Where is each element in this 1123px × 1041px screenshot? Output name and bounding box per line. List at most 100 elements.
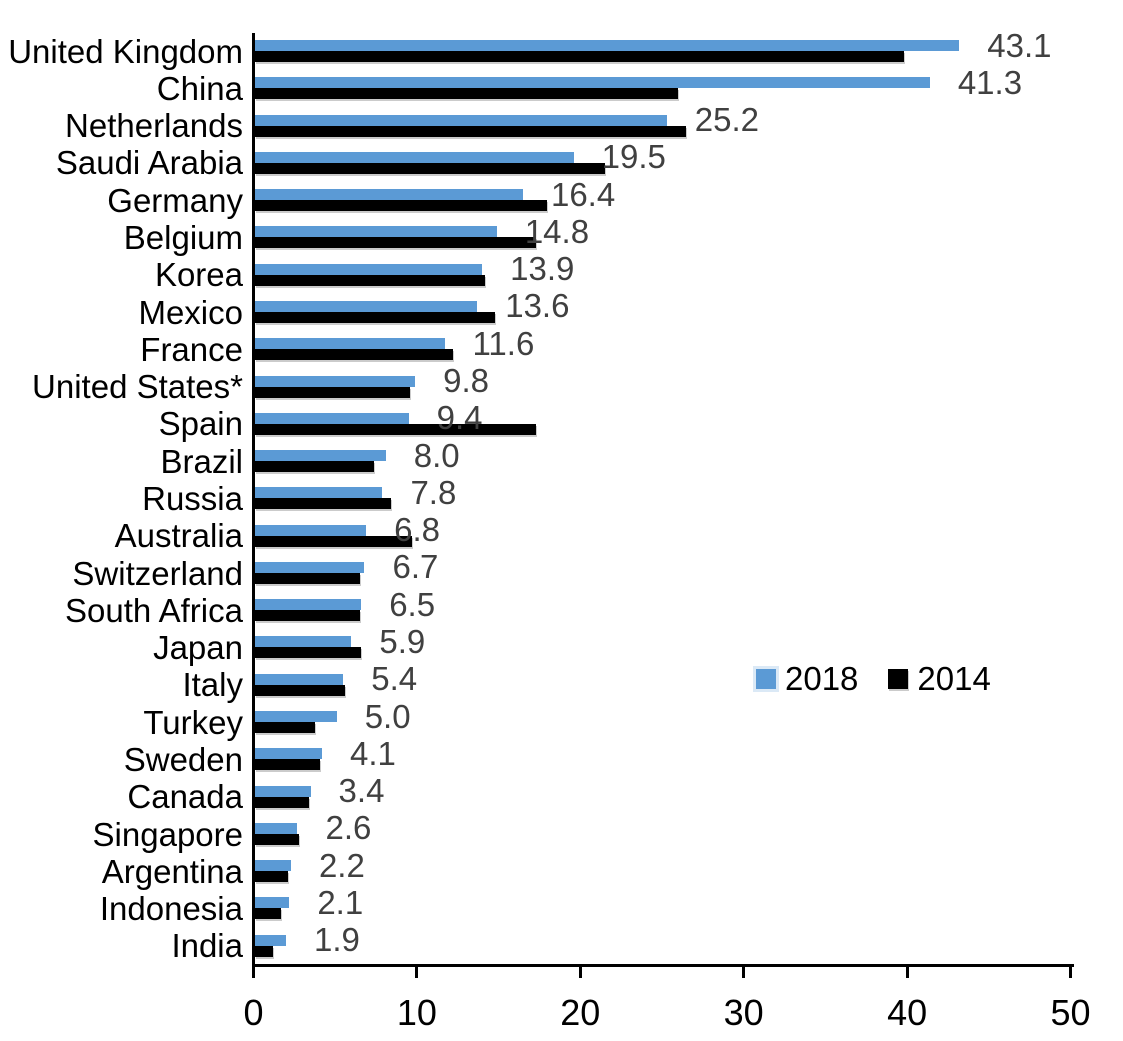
bar-2018-canada: [255, 785, 311, 797]
bar-2014-india: [255, 945, 273, 957]
x-axis-line: [252, 964, 1074, 967]
category-label-china: China: [156, 69, 243, 107]
bar-2014-sweden: [255, 759, 321, 771]
bar-2018-japan: [255, 636, 352, 648]
bar-2018-united-kingdom: [255, 40, 960, 51]
legend-label-2018: 2018: [785, 660, 859, 697]
bar-2014-china: [255, 88, 679, 100]
x-tick-label-30: 30: [723, 992, 764, 1033]
x-tick-label-20: 20: [560, 992, 601, 1033]
x-tick-label-0: 0: [243, 992, 264, 1033]
category-label-italy: Italy: [182, 666, 243, 704]
bar-2014-singapore: [255, 833, 300, 845]
bar-2018-spain: [255, 412, 409, 424]
legend-item-2018: 2018: [756, 660, 858, 698]
category-label-switzerland: Switzerland: [72, 554, 243, 592]
data-label-turkey: 5.0: [364, 697, 411, 735]
bar-2014-spain: [255, 423, 537, 435]
category-label-mexico: Mexico: [138, 293, 243, 331]
x-tick-0: [252, 964, 255, 978]
x-tick-50: [1069, 964, 1072, 978]
legend-swatch-2014: [888, 669, 909, 689]
data-label-singapore: 2.6: [325, 809, 372, 847]
x-tick-label-10: 10: [396, 992, 437, 1033]
bar-2014-russia: [255, 498, 391, 510]
bar-2014-switzerland: [255, 572, 360, 584]
bar-2018-brazil: [255, 450, 386, 462]
bar-2018-france: [255, 338, 445, 350]
legend: 2018 2014: [756, 660, 991, 698]
bar-2018-south-africa: [255, 599, 362, 611]
data-label-india: 1.9: [314, 921, 360, 959]
category-label-netherlands: Netherlands: [65, 107, 243, 145]
y-axis-line: [252, 33, 255, 967]
bar-2018-australia: [255, 524, 367, 536]
bar-2018-italy: [255, 673, 344, 685]
data-label-korea: 13.9: [510, 250, 575, 288]
data-label-belgium: 14.8: [524, 212, 590, 250]
category-label-spain: Spain: [158, 405, 243, 443]
legend-label-2014: 2014: [917, 660, 991, 697]
x-tick-label-50: 50: [1050, 992, 1091, 1033]
bar-2014-australia: [255, 535, 412, 547]
category-label-korea: Korea: [154, 256, 243, 294]
bar-2018-argentina: [255, 860, 291, 872]
data-label-mexico: 13.6: [505, 287, 570, 325]
x-tick-label-40: 40: [887, 992, 928, 1033]
bar-2014-south-africa: [255, 610, 360, 622]
bar-2018-indonesia: [255, 897, 290, 909]
data-label-brazil: 8.0: [413, 436, 460, 474]
data-label-china: 41.3: [957, 63, 1023, 101]
data-label-italy: 5.4: [371, 660, 418, 698]
category-label-united-states: United States*: [32, 368, 243, 406]
category-label-france: France: [140, 330, 243, 368]
bar-2018-russia: [255, 487, 383, 499]
bar-2018-belgium: [255, 226, 497, 238]
bar-2014-saudi-arabia: [255, 162, 605, 174]
data-label-saudi-arabia: 19.5: [601, 138, 666, 176]
x-tick-10: [415, 964, 419, 978]
category-label-united-kingdom: United Kingdom: [8, 32, 243, 70]
bar-2018-mexico: [255, 300, 478, 312]
data-label-sweden: 4.1: [349, 734, 396, 772]
data-label-canada: 3.4: [338, 772, 385, 810]
data-label-switzerland: 6.7: [392, 548, 439, 586]
category-label-russia: Russia: [142, 480, 243, 517]
bar-2018-saudi-arabia: [255, 151, 574, 163]
bar-2014-argentina: [255, 871, 288, 883]
x-tick-20: [578, 964, 582, 978]
category-label-brazil: Brazil: [160, 442, 243, 480]
category-label-india: India: [171, 927, 243, 965]
category-label-singapore: Singapore: [92, 815, 243, 853]
data-label-australia: 6.8: [394, 511, 440, 549]
category-label-south-africa: South Africa: [65, 591, 243, 629]
bar-2018-netherlands: [255, 114, 667, 126]
bar-2018-turkey: [255, 711, 337, 723]
data-label-indonesia: 2.1: [317, 883, 364, 921]
data-label-united-kingdom: 43.1: [987, 26, 1052, 64]
category-label-japan: Japan: [153, 629, 243, 667]
category-label-belgium: Belgium: [123, 219, 243, 257]
data-label-japan: 5.9: [379, 622, 426, 660]
bar-2018-china: [255, 77, 930, 89]
data-label-south-africa: 6.5: [389, 585, 436, 623]
category-label-canada: Canada: [127, 778, 243, 816]
legend-swatch-2018: [756, 669, 776, 689]
bar-2018-united-states: [255, 375, 416, 387]
bar-2018-switzerland: [255, 561, 365, 573]
data-label-netherlands: 25.2: [694, 101, 759, 139]
x-tick-40: [905, 964, 909, 978]
bar-2014-belgium: [255, 237, 537, 249]
bar-2018-germany: [255, 189, 523, 201]
bar-2018-korea: [255, 263, 483, 275]
category-label-sweden: Sweden: [123, 740, 243, 778]
data-label-germany: 16.4: [550, 175, 616, 213]
x-tick-30: [742, 964, 746, 978]
bar-2014-netherlands: [255, 125, 687, 137]
bar-2018-singapore: [255, 822, 298, 834]
bar-2018-india: [255, 934, 287, 946]
bar-2014-brazil: [255, 461, 375, 473]
data-label-spain: 9.4: [436, 399, 483, 437]
data-label-united-states: 9.8: [443, 362, 489, 400]
